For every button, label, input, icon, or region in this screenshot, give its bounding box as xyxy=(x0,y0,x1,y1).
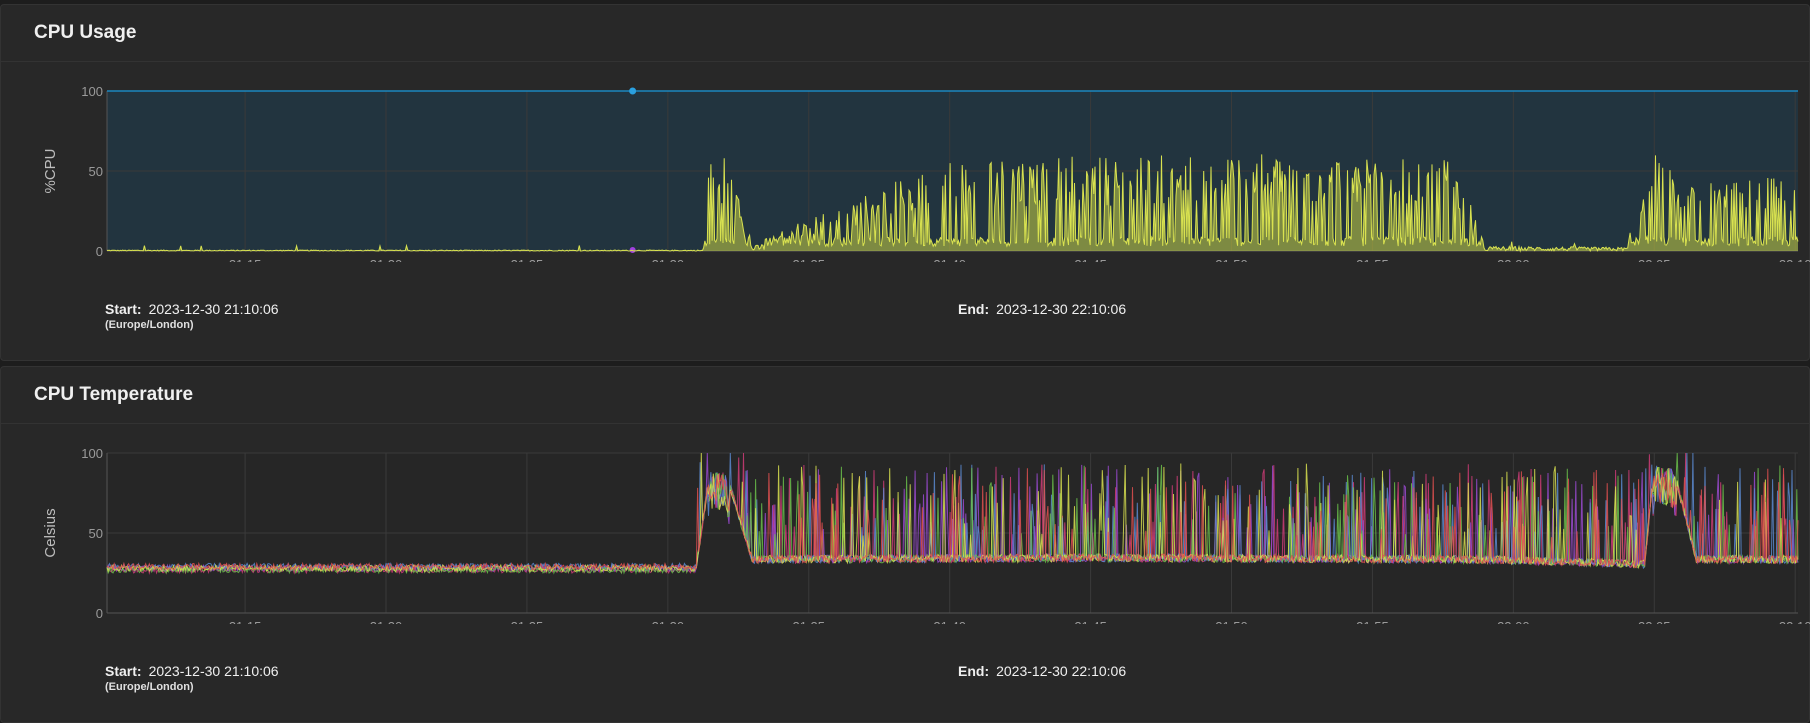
cpu-usage-series xyxy=(107,154,1799,253)
x-tick-label: 21:55 xyxy=(1356,257,1389,262)
y-tick-label: 0 xyxy=(96,606,103,621)
x-tick-label: 21:45 xyxy=(1074,257,1107,262)
end-label: End: 2023-12-30 22:10:06 xyxy=(958,663,1127,679)
cpu-temperature-chart[interactable]: 21:15 21:20 21:25 21:30 21:35 21:40 21:45 21:50… xyxy=(1,424,1810,624)
start-label: Start: 2023-12-30 21:10:06 xyxy=(105,301,279,317)
y-axis-label: %CPU xyxy=(42,148,59,193)
x-tick-label: 21:15 xyxy=(229,619,262,624)
x-tick-label: 21:30 xyxy=(652,257,685,262)
x-tick-label: 22:10 xyxy=(1779,619,1810,624)
x-tick-label: 21:50 xyxy=(1215,257,1248,262)
timezone-label: (Europe/London) xyxy=(105,681,194,693)
cpu-usage-header: CPU Usage xyxy=(1,5,1809,62)
cpu-temperature-header: CPU Temperature xyxy=(1,367,1809,424)
threshold-marker[interactable] xyxy=(629,87,637,95)
panel-title: CPU Temperature xyxy=(34,384,194,405)
end-label: End: 2023-12-30 22:10:06 xyxy=(958,301,1127,317)
x-tick-label: 21:20 xyxy=(370,257,403,262)
x-tick-label: 21:25 xyxy=(511,619,544,624)
start-value: 2023-12-30 21:10:06 xyxy=(148,301,279,317)
start-label: Start: 2023-12-30 21:10:06 xyxy=(105,663,279,679)
x-tick-label: 21:40 xyxy=(933,257,966,262)
x-tick-label: 22:10 xyxy=(1779,257,1810,262)
x-tick-label: 21:35 xyxy=(792,619,825,624)
y-axis-label: Celsius xyxy=(42,508,59,557)
y-tick-label: 0 xyxy=(96,244,103,259)
temperature-series-5 xyxy=(106,468,1799,572)
x-tick-label: 21:40 xyxy=(933,619,966,624)
x-tick-label: 21:35 xyxy=(792,257,825,262)
x-tick-label: 21:45 xyxy=(1074,619,1107,624)
cpu-usage-panel: CPU Usage 21:15 21:20 21:25 21:30 21:35 21:40… xyxy=(0,4,1810,361)
x-tick-label: 22:00 xyxy=(1497,257,1530,262)
x-tick-label: 21:50 xyxy=(1215,619,1248,624)
panel-title: CPU Usage xyxy=(34,22,137,43)
y-tick-label: 100 xyxy=(81,446,103,461)
cpu-usage-area xyxy=(107,154,1798,251)
temperature-series-4 xyxy=(106,452,1799,574)
x-tick-label: 22:00 xyxy=(1497,619,1530,624)
cpu-usage-chart[interactable]: 21:15 21:20 21:25 21:30 21:35 21:40 21:45 21:50… xyxy=(1,62,1810,262)
x-tick-label: 22:05 xyxy=(1638,257,1671,262)
timezone-label: (Europe/London) xyxy=(105,319,194,331)
start-value: 2023-12-30 21:10:06 xyxy=(148,663,279,679)
y-tick-label: 100 xyxy=(81,84,103,99)
x-tick-label: 21:15 xyxy=(229,257,262,262)
x-tick-label: 21:20 xyxy=(370,619,403,624)
x-tick-label: 22:05 xyxy=(1638,619,1671,624)
y-tick-label: 50 xyxy=(89,164,103,179)
x-tick-label: 21:55 xyxy=(1356,619,1389,624)
cpu-temperature-panel: CPU Temperature 21:15 21:20 21:25 21:30 21:3… xyxy=(0,366,1810,723)
x-tick-label: 21:30 xyxy=(652,619,685,624)
x-tick-label: 21:25 xyxy=(511,257,544,262)
end-value: 2023-12-30 22:10:06 xyxy=(996,663,1127,679)
y-tick-label: 50 xyxy=(89,526,103,541)
end-value: 2023-12-30 22:10:06 xyxy=(996,301,1127,317)
